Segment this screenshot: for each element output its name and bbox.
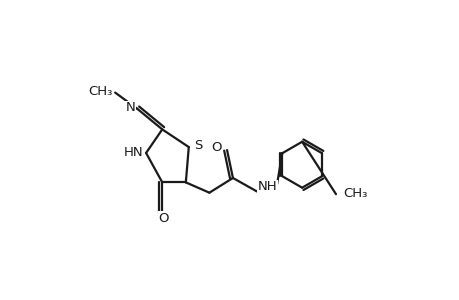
Text: N: N [126, 101, 135, 114]
Text: O: O [211, 141, 221, 154]
Text: NH: NH [257, 180, 276, 193]
Text: S: S [194, 139, 202, 152]
Text: O: O [158, 212, 168, 225]
Text: CH₃: CH₃ [342, 187, 367, 200]
Text: CH₃: CH₃ [88, 85, 112, 98]
Text: HN: HN [123, 146, 143, 159]
